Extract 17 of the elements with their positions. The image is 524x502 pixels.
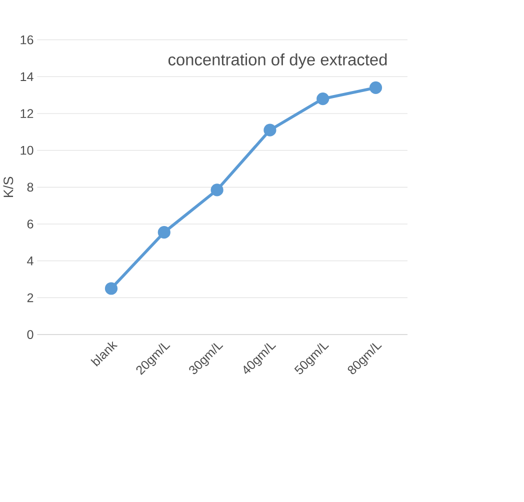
point	[210, 184, 224, 196]
point	[369, 81, 382, 94]
y-tick-label: 10	[20, 146, 34, 155]
point	[158, 226, 170, 239]
y-tick-label: 8	[27, 182, 34, 192]
y-tick-label: 6	[27, 220, 34, 228]
point	[264, 124, 276, 136]
text: concentration of dye extracted	[168, 53, 387, 69]
y-tick-label: 16	[20, 35, 34, 44]
y-tick-label: 2	[27, 293, 34, 302]
y-axis-title: K/S	[3, 176, 14, 197]
y-tick-label: 12	[20, 109, 34, 118]
y-tick-label: 0	[27, 330, 34, 339]
y-tick-label: 4	[27, 256, 34, 266]
y-tick-label: 14	[20, 72, 34, 81]
point	[316, 92, 330, 105]
point	[104, 282, 118, 295]
